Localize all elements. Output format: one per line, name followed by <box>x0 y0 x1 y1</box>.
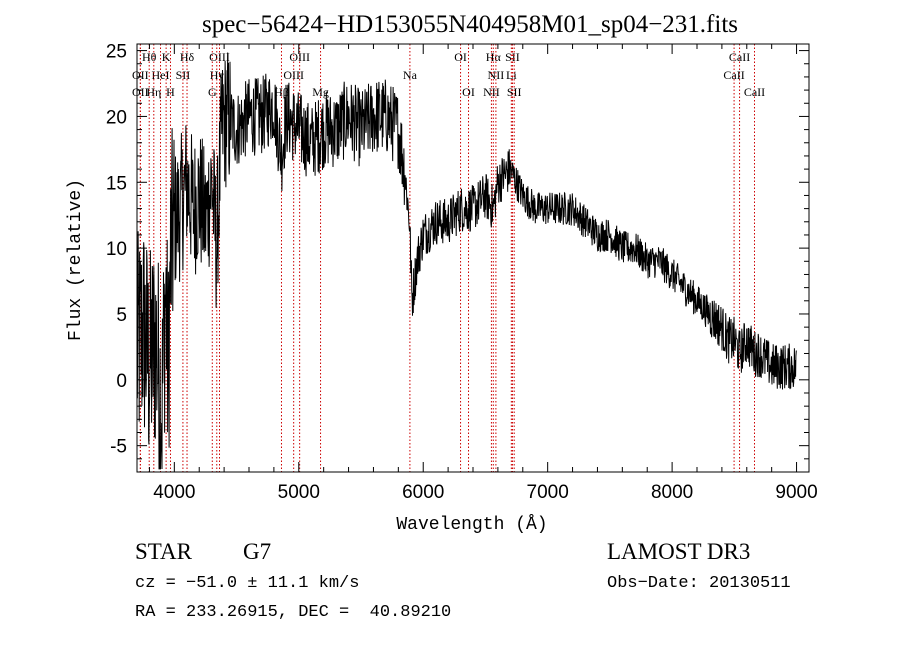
x-tick-label: 9000 <box>775 482 817 503</box>
x-tick-label: 7000 <box>527 482 569 503</box>
x-tick-label: 5000 <box>278 482 320 503</box>
object-class: STAR <box>135 539 192 564</box>
spectral-line-label: Hα <box>486 50 502 64</box>
spectral-line-label: Hθ <box>142 50 157 64</box>
spectral-line-label: Hδ <box>180 50 195 64</box>
spectrum-series <box>136 52 797 470</box>
coordinates: RA = 233.26915, DEC = 40.89210 <box>135 603 452 622</box>
spectral-line-label: NII <box>488 68 505 82</box>
spectral-line-label: OII <box>132 85 149 99</box>
spectral-line-label: CaII <box>723 68 744 82</box>
y-tick-label: 5 <box>116 305 127 326</box>
x-tick-label: 8000 <box>651 482 693 503</box>
x-axis: 4000 5000 6000 7000 8000 9000 <box>148 44 818 503</box>
y-tick-label: -5 <box>110 437 127 458</box>
y-tick-label: 15 <box>106 173 127 194</box>
spectral-line-label: NII <box>483 85 500 99</box>
y-tick-label: 0 <box>116 371 127 392</box>
y-tick-label: 20 <box>106 107 127 128</box>
chart-title: spec−56424−HD153055N404958M01_sp04−231.f… <box>202 11 738 38</box>
spectral-line-label: SII <box>507 85 522 99</box>
spectral-line-label: G <box>208 85 217 99</box>
y-tick-label: 10 <box>106 239 127 260</box>
spectral-line-label: H <box>166 85 175 99</box>
spectrum-line <box>136 52 797 470</box>
spectral-line-label: K <box>162 50 171 64</box>
spectral-line-label: OI <box>454 50 467 64</box>
spectral-line-label: CaII <box>744 85 765 99</box>
spectral-line-label: Li <box>506 68 517 82</box>
spectral-line-label: Hη <box>146 85 161 99</box>
spectral-line-label: HeI <box>152 68 170 82</box>
y-tick-label: 25 <box>106 42 127 63</box>
survey-name: LAMOST DR3 <box>607 539 751 564</box>
spectral-line-label: CaII <box>729 50 750 64</box>
observation-date: Obs−Date: 20130511 <box>607 574 791 593</box>
redshift-value: cz = −51.0 ± 11.1 km/s <box>135 574 360 593</box>
spectral-line-label: OIII <box>209 50 230 64</box>
spectral-line-label: SII <box>505 50 520 64</box>
spectral-line-label: Mg <box>312 85 329 99</box>
x-axis-label: Wavelength (Å) <box>396 514 547 535</box>
x-tick-label: 4000 <box>153 482 195 503</box>
spectral-line-label: OIII <box>283 68 304 82</box>
y-axis: -5 0 5 10 15 20 25 <box>106 42 809 460</box>
y-axis-label: Flux (relative) <box>66 179 86 341</box>
spectral-line-label: SII <box>176 68 191 82</box>
spectral-line-label: OIII <box>289 50 310 64</box>
spectral-line-label: OII <box>132 68 149 82</box>
spectral-line-label: OI <box>462 85 475 99</box>
object-subclass: G7 <box>243 539 272 564</box>
spectral-line-label: Hβ <box>274 85 289 99</box>
x-tick-label: 6000 <box>402 482 444 503</box>
spectral-line-label: Na <box>403 68 418 82</box>
